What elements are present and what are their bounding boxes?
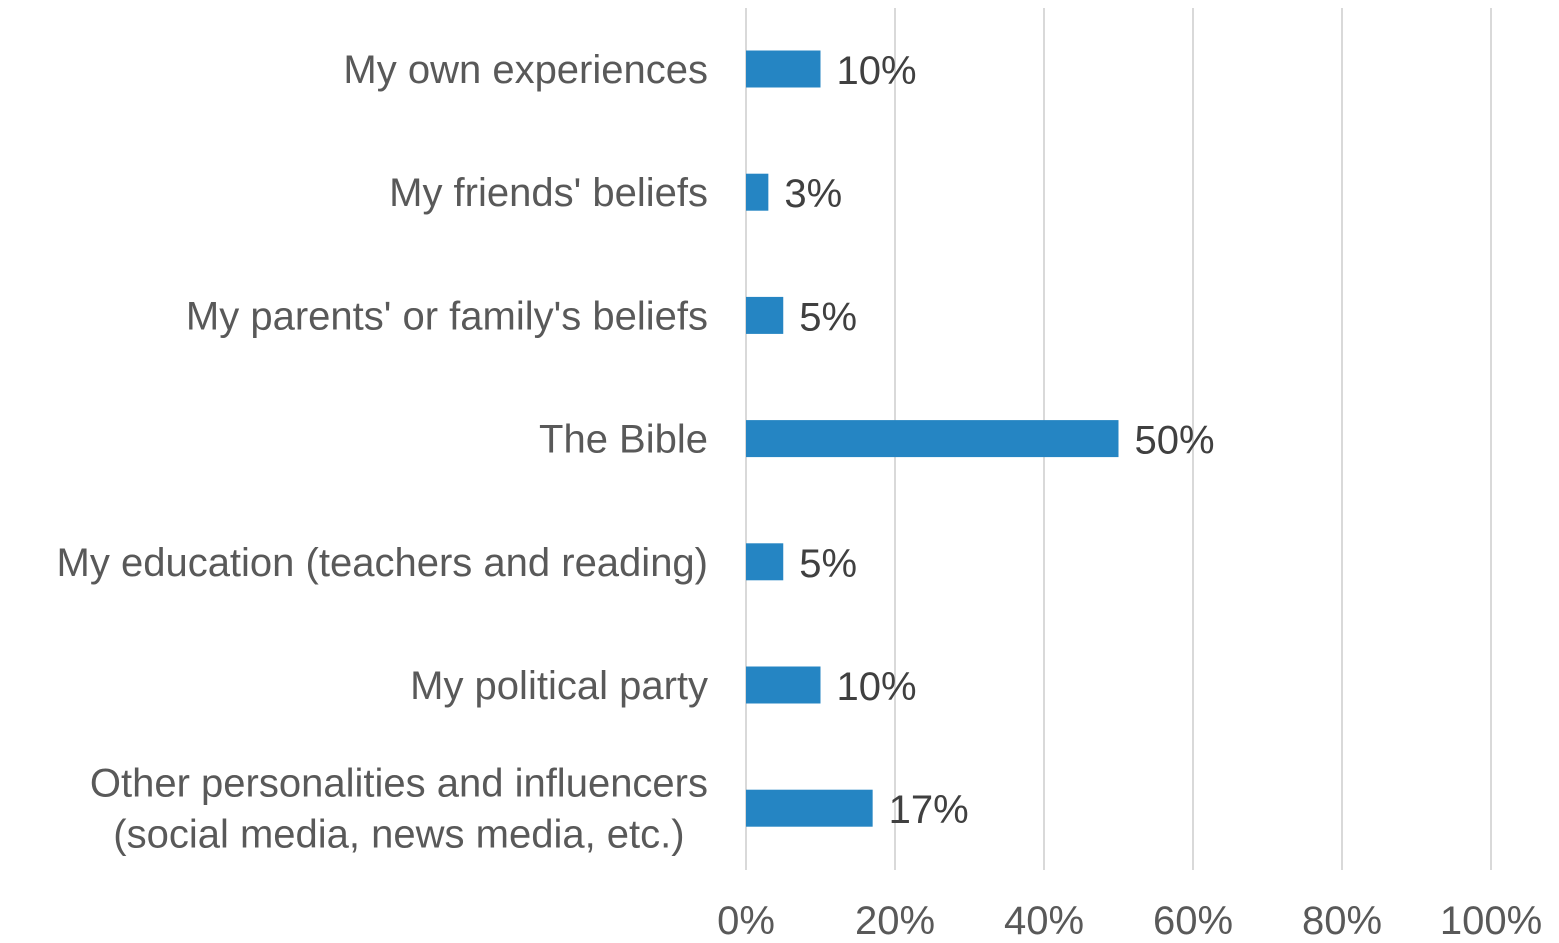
bar bbox=[746, 543, 784, 581]
category-label: My political party bbox=[410, 664, 708, 708]
data-label: 3% bbox=[784, 172, 842, 216]
category-label: My friends' beliefs bbox=[389, 171, 708, 215]
data-label: 10% bbox=[837, 49, 917, 93]
x-tick-label: 100% bbox=[1440, 899, 1542, 938]
data-label: 5% bbox=[799, 295, 857, 339]
x-tick-label: 60% bbox=[1153, 899, 1233, 938]
data-label: 10% bbox=[837, 665, 917, 709]
category-label: My parents' or family's beliefs bbox=[186, 294, 708, 338]
data-labels: 10% 3% 5% 50% 5% 10% 17% bbox=[784, 49, 1214, 832]
x-tick-label: 20% bbox=[855, 899, 935, 938]
x-tick-label: 0% bbox=[717, 899, 775, 938]
category-labels: My own experiences My friends' beliefs My … bbox=[57, 48, 708, 857]
bar bbox=[746, 666, 821, 704]
category-label: Other personalities and influencers bbox=[90, 762, 708, 806]
x-tick-label: 80% bbox=[1302, 899, 1382, 938]
data-label: 17% bbox=[889, 788, 969, 832]
category-label: (social media, news media, etc.) bbox=[113, 813, 684, 857]
bar bbox=[746, 296, 784, 334]
bar bbox=[746, 789, 873, 827]
bar bbox=[746, 420, 1119, 458]
x-axis-tick-labels: 0% 20% 40% 60% 80% 100% bbox=[717, 899, 1542, 943]
bar bbox=[746, 173, 769, 211]
x-tick-label: 40% bbox=[1004, 899, 1084, 938]
bar bbox=[746, 50, 821, 88]
data-label: 5% bbox=[799, 542, 857, 586]
category-label: My own experiences bbox=[343, 48, 708, 92]
data-label: 50% bbox=[1135, 419, 1215, 463]
category-label: My education (teachers and reading) bbox=[57, 541, 708, 585]
category-label: The Bible bbox=[539, 418, 708, 462]
bars bbox=[746, 50, 1119, 827]
